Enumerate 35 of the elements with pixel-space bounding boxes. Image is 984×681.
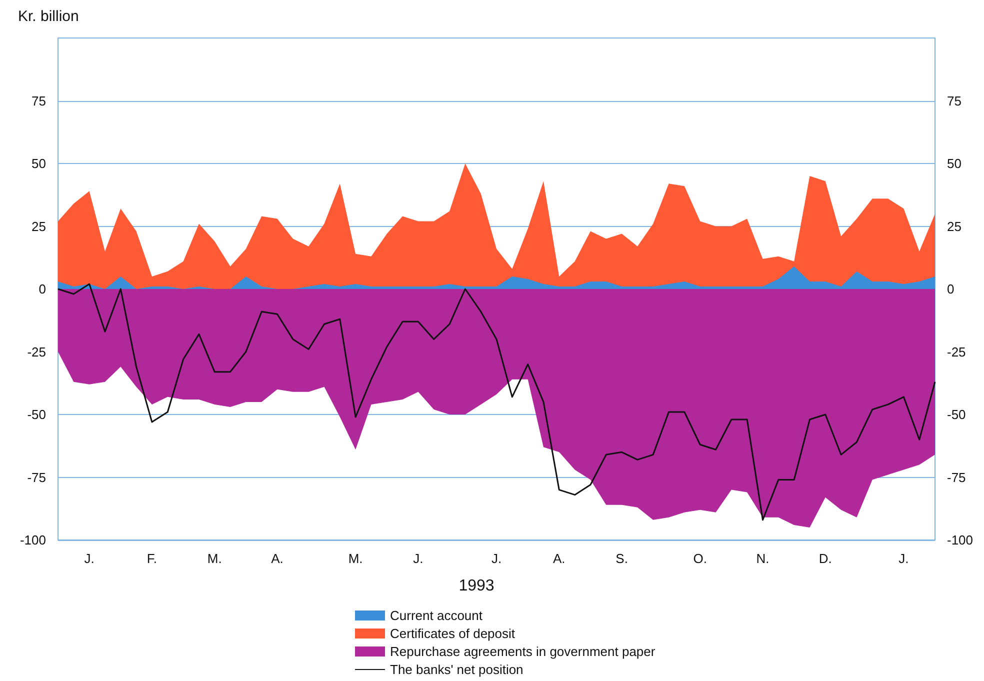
x-tick-label: J. [898,551,909,566]
y2-tick-label: -25 [947,344,966,360]
x-tick-label: A. [552,551,566,566]
y-tick-label: -75 [27,470,46,485]
x-tick-label: S. [616,551,628,566]
x-tick-label: N. [756,551,770,566]
legend-label: Repurchase agreements in government paper [390,644,656,659]
y2-tick-label: -75 [947,470,966,485]
y-tick-label: -50 [27,407,46,422]
y-axis-title: Kr. billion [18,8,79,25]
x-tick-label: D. [818,551,832,566]
x-tick-label: M. [207,551,222,566]
y-tick-label: 75 [32,93,46,108]
y-tick-label: -25 [27,344,46,360]
y-tick-label: 50 [32,156,46,171]
legend-label: Certificates of deposit [390,626,516,641]
y-tick-label: -100 [20,532,46,548]
x-tick-label: M. [348,551,363,566]
x-tick-label: A. [271,551,284,566]
x-tick-label: F. [146,551,158,566]
x-tick-label: J. [413,551,424,566]
y-tick-label: 0 [38,282,46,296]
legend-label: Current account [390,608,483,623]
y2-tick-label: 50 [947,156,962,171]
y2-tick-label: 0 [947,282,954,296]
y-tick-label: 25 [32,218,46,234]
x-tick-label: O. [693,551,707,566]
y2-tick-label: -50 [947,407,966,422]
y2-tick-label: -100 [947,532,974,548]
legend-label: The banks' net position [390,662,524,677]
x-tick-label: J. [491,551,502,566]
x-tick-label: J. [84,551,94,566]
y2-tick-label: 25 [947,218,962,234]
x-axis-title: 1993 [458,578,494,594]
y2-tick-label: 75 [947,93,962,108]
